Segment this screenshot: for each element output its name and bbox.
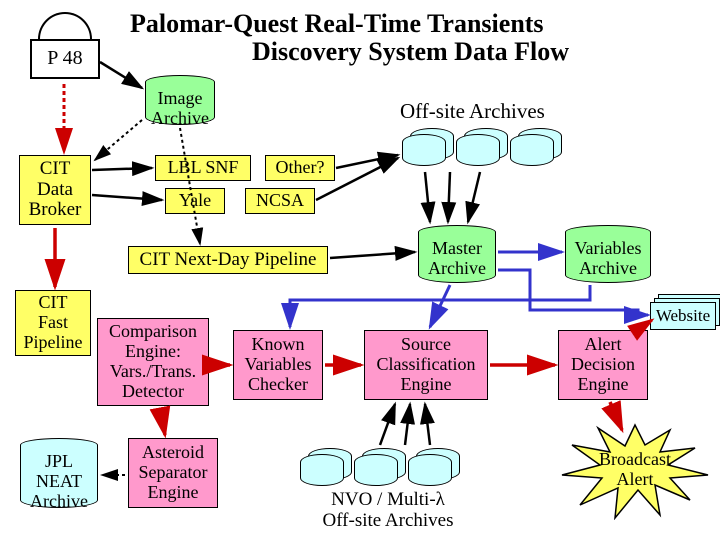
alert-decision: Alert Decision Engine: [558, 330, 648, 400]
cit-nextday: CIT Next-Day Pipeline: [128, 246, 328, 274]
cit-fast: CIT Fast Pipeline: [15, 290, 91, 356]
nvo-label: NVO / Multi-λ Off-site Archives: [308, 490, 468, 532]
image-archive-cyl: Image Archive: [145, 75, 215, 125]
other: Other?: [265, 155, 335, 181]
broadcast-label: Broadcast Alert: [590, 450, 680, 490]
cit-data-broker: CIT Data Broker: [19, 155, 91, 225]
known-variables: Known Variables Checker: [233, 330, 323, 400]
comparison-engine: Comparison Engine: Vars./Trans. Detector: [97, 318, 209, 406]
title-line2: Discovery System Data Flow: [252, 38, 569, 67]
title-line1: Palomar-Quest Real-Time Transients: [130, 10, 544, 39]
yale: Yale: [165, 188, 225, 214]
offsite-label: Off-site Archives: [400, 100, 545, 123]
asteroid-separator: Asteroid Separator Engine: [128, 438, 218, 508]
source-class: Source Classification Engine: [364, 330, 488, 400]
ncsa: NCSA: [245, 188, 315, 214]
lbl-snf: LBL SNF: [155, 155, 251, 181]
master-archive: Master Archive: [418, 225, 496, 283]
p48-node: P 48: [30, 12, 100, 79]
jpl-neat: JPL NEAT Archive: [20, 438, 98, 508]
variables-archive: Variables Archive: [565, 225, 651, 283]
